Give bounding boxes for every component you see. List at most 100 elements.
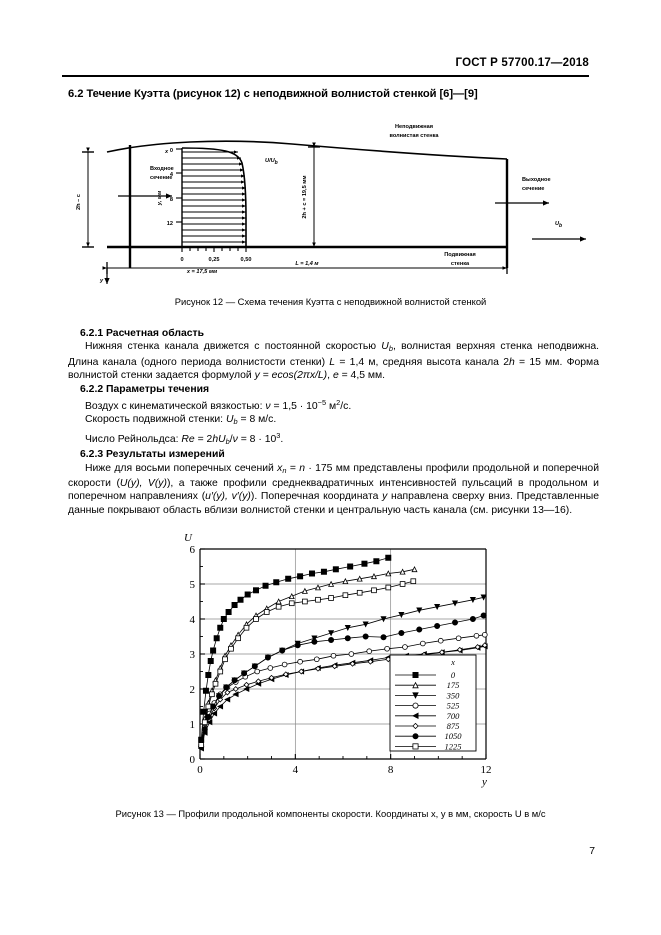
profile-y-ticks — [176, 148, 182, 223]
r1: Число Рейнольдса: — [85, 433, 182, 445]
standard-code: ГОСТ Р 57700.17—2018 — [455, 57, 589, 69]
profile-y-axis-title: y, мм — [157, 190, 163, 206]
t14: = 4,5 мм. — [338, 370, 386, 382]
t8: = 15 мм. Форма волнистой стенки задается… — [68, 356, 599, 382]
t12: , — [327, 370, 333, 382]
right-height-label: 2h + c = 19,5 мм — [302, 175, 308, 218]
chart-legend-item: 525 — [447, 701, 460, 711]
chart-y-axis-label: U — [184, 532, 193, 544]
r7: ν — [232, 433, 238, 445]
chart-ytick-label: 1 — [190, 719, 196, 731]
paragraph-6-2-1: Нижняя стенка канала движется с постоянн… — [68, 340, 599, 382]
m11: y — [382, 491, 388, 503]
section-6-2-2: 6.2.2 Параметры течения Воздух с кинемат… — [68, 383, 599, 449]
t9: y — [254, 370, 260, 382]
figure-12-diagram: 2h – c 2h + c = 19,5 мм L = 1,4 м y Вход… — [62, 118, 602, 288]
velocity-vectors — [182, 150, 246, 244]
r8: = 8 · 10 — [237, 433, 277, 445]
profile-xtick-0: 0 — [180, 257, 183, 263]
inlet-label-line1: Входное — [150, 166, 174, 172]
chart-xtick-label: 8 — [388, 764, 394, 776]
m3: n — [282, 465, 287, 475]
m5: n — [299, 462, 306, 474]
r2: Re — [181, 433, 195, 445]
section-6-2-1: 6.2.1 Расчетная область Нижняя стенка ка… — [68, 327, 599, 383]
w2: U — [225, 414, 234, 426]
chart-xtick-label: 12 — [481, 764, 492, 776]
heading-6-2-1: 6.2.1 Расчетная область — [80, 328, 204, 339]
t7: h — [508, 356, 515, 368]
page-number: 7 — [589, 846, 595, 857]
profile-ytick-8: 8 — [170, 197, 173, 203]
wall-speed-line: Скорость подвижной стенки: Ub = 8 м/с. — [68, 413, 599, 428]
chart-legend-item: 700 — [447, 711, 461, 721]
profile-xtick-025: 0,25 — [209, 257, 220, 263]
profile-x-axis-label: x — [164, 149, 169, 155]
t5: L — [329, 356, 336, 368]
t13: e — [332, 370, 339, 382]
chart-series — [198, 612, 487, 750]
normalized-velocity-label: U/Ub — [265, 158, 278, 166]
r9: 3 — [276, 430, 281, 440]
top-wall-label-line2: волнистая стенка — [389, 133, 439, 139]
chart-legend-title: x — [450, 657, 455, 667]
v4: −5 — [317, 398, 327, 408]
m12: направлена сверху вниз. Представленные д… — [68, 491, 599, 516]
wall-velocity-label: Ub — [555, 221, 562, 229]
profile-x-ticks — [181, 247, 247, 252]
m9: u′(y), v′(y) — [205, 491, 251, 503]
v5: м — [326, 401, 337, 413]
chart-ytick-label: 0 — [190, 754, 196, 766]
t1: Нижняя стенка канала движется с постоянн… — [85, 341, 382, 353]
w1: Скорость подвижной стенки: — [85, 414, 226, 426]
chart-legend-item: 350 — [446, 690, 461, 700]
figure-12-caption: Рисунок 12 — Схема течения Куэтта с непо… — [174, 296, 487, 307]
chart-series — [198, 566, 418, 747]
left-height-label: 2h – c — [76, 194, 82, 210]
m2: x — [277, 462, 283, 474]
t10: = — [259, 370, 272, 382]
channel-length-label: L = 1,4 м — [295, 261, 319, 267]
chart-ytick-label: 2 — [190, 684, 196, 696]
t4: , волнистая верхняя стенка неподвижна. Д… — [68, 341, 599, 368]
station-position-label: x = 17,5 мм — [186, 269, 218, 275]
w4: = 8 м/с. — [237, 414, 277, 426]
couette-flow-schematic: 2h – c 2h + c = 19,5 мм L = 1,4 м y Вход… — [76, 124, 586, 284]
r10: . — [280, 433, 284, 445]
figure-13-chart: U 0 1 2 3 4 5 6 0 4 8 12 y x 0 175 350 525 700 875 1050 1225 — [168, 527, 498, 792]
v7: /с. — [340, 401, 352, 413]
chart-legend-item: 1225 — [445, 741, 462, 751]
v2: ν — [265, 401, 271, 413]
bottom-wall-label-line2: стенка — [451, 261, 470, 267]
viscosity-line: Воздух с кинематической вязкостью: ν = 1… — [68, 396, 599, 413]
chart-xtick-label: 0 — [197, 764, 203, 776]
bottom-wall-label-line1: Подвижная — [444, 252, 476, 258]
m7: U(y), V(y) — [119, 478, 167, 490]
outlet-label-line1: Выходное — [522, 177, 551, 183]
y-axis-label: y — [99, 278, 104, 284]
profile-xtick-050: 0,50 — [241, 257, 252, 263]
chart-series — [198, 554, 392, 743]
m8: ), а также профили среднеквадратичных ин… — [68, 478, 599, 503]
chart-ytick-label: 4 — [190, 614, 196, 626]
inlet-label-line2: сечение — [150, 175, 172, 181]
velocity-profile-curve — [181, 147, 247, 247]
v1: Воздух с кинематической вязкостью: — [85, 401, 266, 413]
m1: Ниже для восьми поперечных сечений — [85, 462, 278, 474]
chart-series — [198, 578, 417, 748]
heading-6-2-2: 6.2.2 Параметры течения — [80, 383, 210, 395]
section-heading: 6.2 Течение Куэтта (рисунок 12) с неподв… — [68, 88, 478, 100]
r3: = 2 — [194, 433, 213, 445]
chart-legend-item: 0 — [451, 670, 456, 680]
chart-legend-item: 875 — [447, 721, 460, 731]
reynolds-line: Число Рейнольдса: Re = 2hUb/ν = 8 · 103. — [68, 429, 599, 448]
chart-ytick-label: 5 — [190, 579, 196, 591]
chart-x-axis-label: y — [481, 776, 487, 788]
w3: b — [233, 417, 238, 427]
outlet-label-line2: сечение — [522, 186, 544, 192]
t6: = 1,4 м, средняя высота канала 2 — [335, 356, 509, 368]
chart-xtick-label: 4 — [293, 764, 299, 776]
